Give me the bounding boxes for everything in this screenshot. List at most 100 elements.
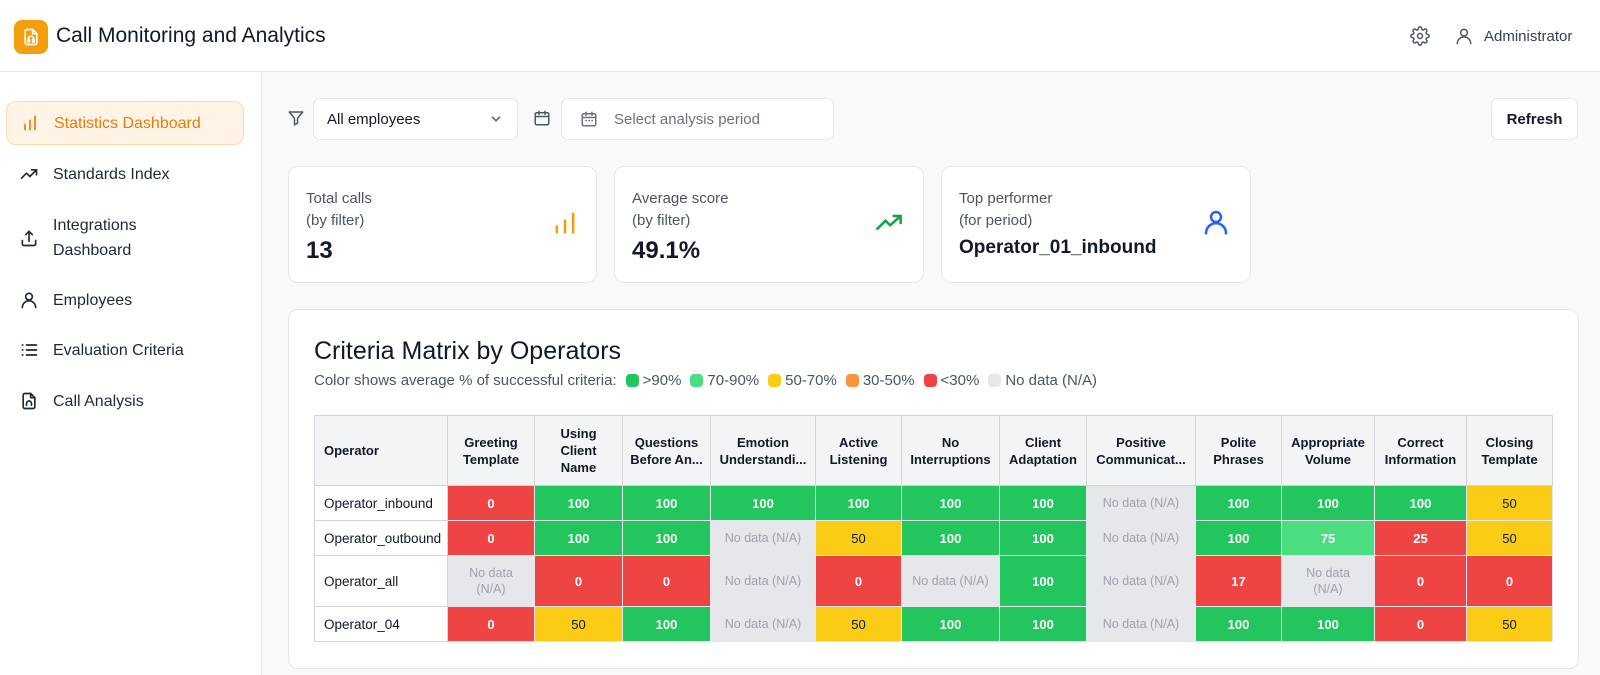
matrix-cell: 100	[710, 485, 816, 521]
matrix-cell: 50	[1466, 520, 1553, 556]
legend-label: 30-50%	[862, 372, 915, 389]
matrix-cell: No data (N/A)	[1281, 555, 1375, 607]
column-header-operator: Operator	[314, 415, 448, 486]
column-header: No Interruptions	[901, 415, 1000, 486]
legend-label: <30%	[940, 372, 980, 389]
matrix-cell: No data (N/A)	[447, 555, 535, 607]
matrix-cell: 0	[447, 606, 535, 642]
column-header: Closing Template	[1466, 415, 1553, 486]
matrix-cell: 50	[1466, 606, 1553, 642]
matrix-cell: 0	[1466, 555, 1553, 607]
matrix-cell: 50	[534, 606, 623, 642]
trending-up-icon	[18, 163, 40, 185]
period-picker[interactable]: Select analysis period	[561, 98, 834, 140]
employee-select-value: All employees	[327, 110, 421, 128]
matrix-cell: 50	[815, 520, 902, 556]
sidebar-item-integrations-dashboard[interactable]: Integrations Dashboard	[6, 210, 244, 266]
matrix-header-row: Operator Greeting Template Using Client …	[314, 415, 1553, 486]
sidebar-item-label: Integrations Dashboard	[53, 217, 137, 259]
card-value: 13	[306, 237, 333, 264]
matrix-cell: 100	[1281, 485, 1375, 521]
criteria-matrix-table: Operator Greeting Template Using Client …	[314, 415, 1553, 642]
card-value: Operator_01_inbound	[959, 237, 1157, 258]
matrix-cell: No data (N/A)	[710, 606, 816, 642]
card-label: Average score	[632, 190, 729, 207]
matrix-cell: 100	[815, 485, 902, 521]
sidebar-item-standards-index[interactable]: Standards Index	[6, 152, 244, 196]
legend-swatch	[690, 374, 704, 387]
matrix-cell: No data (N/A)	[710, 520, 816, 556]
user-menu[interactable]: Administrator	[1454, 24, 1572, 48]
legend-swatch	[845, 374, 859, 387]
bar-chart-icon	[19, 112, 41, 134]
matrix-cell: 0	[447, 485, 535, 521]
matrix-cell: No data (N/A)	[1086, 555, 1196, 607]
matrix-cell: 100	[622, 606, 711, 642]
matrix-cell: 100	[999, 555, 1087, 607]
table-row: Operator_all No data (N/A) 0 0 No data (N/A)…	[314, 555, 1553, 607]
column-header: Polite Phrases	[1195, 415, 1282, 486]
matrix-cell: 50	[815, 606, 902, 642]
legend-label: 50-70%	[785, 372, 837, 389]
column-header: Greeting Template	[447, 415, 535, 486]
legend: Color shows average % of successful crit…	[314, 372, 1097, 389]
sidebar-item-call-analysis[interactable]: Call Analysis	[6, 379, 244, 423]
period-placeholder: Select analysis period	[614, 111, 760, 128]
legend-swatch	[988, 374, 1002, 387]
filter-icon	[287, 109, 307, 129]
matrix-cell: No data (N/A)	[1086, 606, 1196, 642]
criteria-matrix-panel: Criteria Matrix by Operators Color shows…	[288, 309, 1579, 669]
matrix-cell: 100	[534, 485, 623, 521]
matrix-cell: No data (N/A)	[1086, 520, 1196, 556]
user-name: Administrator	[1484, 27, 1573, 45]
sidebar-item-label: Statistics Dashboard	[54, 114, 201, 132]
matrix-cell: 0	[622, 555, 711, 607]
table-row: Operator_inbound 0 100 100 100 100 100 100 No da…	[314, 485, 1553, 521]
stat-card-top-performer: Top performer (for period) Operator_01_i…	[941, 166, 1251, 283]
user-icon	[1456, 28, 1472, 45]
matrix-cell: 100	[1374, 485, 1467, 521]
matrix-cell: No data (N/A)	[1086, 485, 1196, 521]
matrix-cell: 75	[1281, 520, 1375, 556]
matrix-cell: 100	[1195, 606, 1282, 642]
sidebar-item-statistics-dashboard[interactable]: Statistics Dashboard	[6, 101, 244, 145]
top-bar: Call Monitoring and Analytics Administra…	[0, 0, 1600, 72]
bar-chart-icon	[551, 209, 581, 239]
sidebar-item-label: Call Analysis	[53, 392, 144, 410]
table-row: Operator_04 0 50 100 No data (N/A) 50 100 100 No…	[314, 606, 1553, 642]
list-icon	[18, 339, 40, 361]
column-header: Using Client Name	[534, 415, 623, 486]
settings-gear-icon[interactable]	[1408, 24, 1432, 48]
legend-intro: Color shows average % of successful crit…	[314, 372, 617, 389]
sidebar-item-label: Employees	[53, 291, 133, 309]
card-sublabel: (by filter)	[632, 212, 691, 229]
app-title: Call Monitoring and Analytics	[56, 24, 326, 47]
column-header: Client Adaptation	[999, 415, 1087, 486]
panel-title: Criteria Matrix by Operators	[314, 337, 622, 365]
chevron-down-icon	[489, 112, 503, 130]
matrix-cell: No data (N/A)	[710, 555, 816, 607]
matrix-cell: 17	[1195, 555, 1282, 607]
upload-icon	[18, 227, 40, 249]
app-logo-icon	[14, 20, 48, 54]
operator-name: Operator_outbound	[314, 520, 448, 556]
table-row: Operator_outbound 0 100 100 No data (N/A) 50 1…	[314, 520, 1553, 556]
matrix-cell: 0	[815, 555, 902, 607]
operator-name: Operator_04	[314, 606, 448, 642]
legend-label: 70-90%	[707, 372, 760, 389]
matrix-cell: 100	[1195, 520, 1282, 556]
matrix-body: Operator_inbound 0 100 100 100 100 100 100 No da…	[314, 485, 1553, 642]
column-header: Questions Before An...	[622, 415, 711, 486]
matrix-cell: 100	[622, 520, 711, 556]
legend-swatch	[923, 374, 937, 387]
employee-select[interactable]: All employees	[313, 98, 518, 140]
matrix-cell: 100	[622, 485, 711, 521]
sidebar-item-employees[interactable]: Employees	[6, 278, 244, 322]
column-header: Positive Communicat...	[1086, 415, 1196, 486]
operator-name: Operator_all	[314, 555, 448, 607]
legend-swatch	[625, 374, 639, 387]
refresh-button[interactable]: Refresh	[1491, 98, 1578, 140]
sidebar-item-label: Evaluation Criteria	[53, 341, 184, 359]
legend-label: No data (N/A)	[1005, 372, 1098, 389]
sidebar-item-evaluation-criteria[interactable]: Evaluation Criteria	[6, 328, 244, 372]
